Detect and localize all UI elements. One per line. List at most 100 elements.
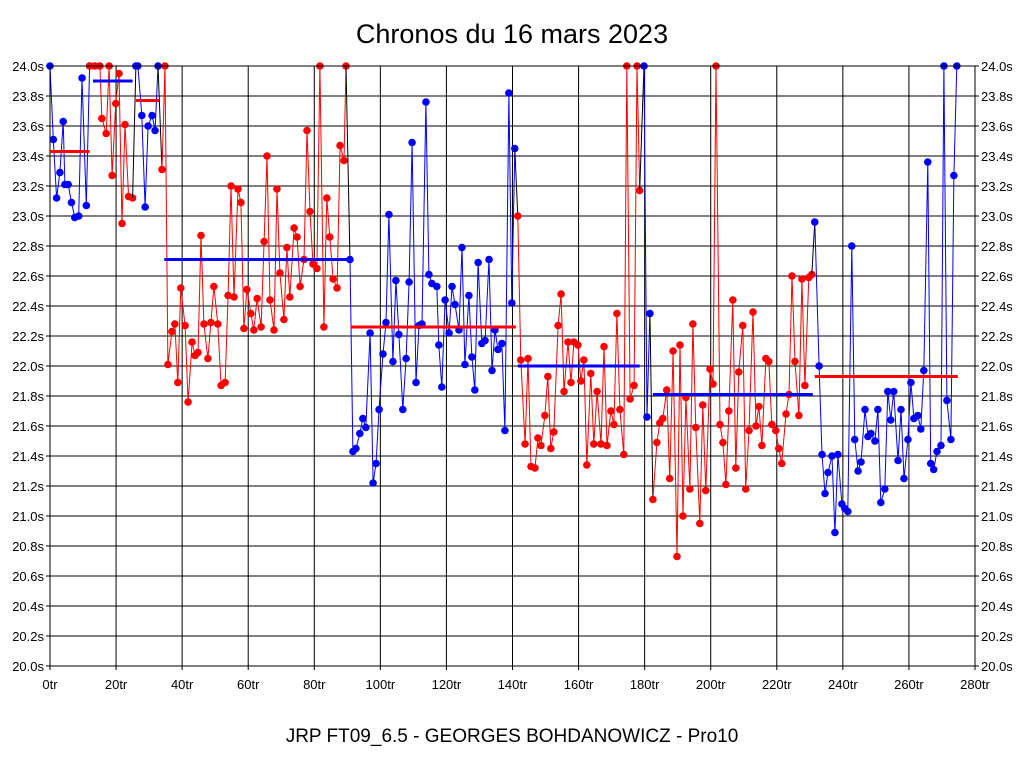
lap-point — [468, 353, 476, 361]
lap-point — [141, 203, 149, 211]
lap-point — [597, 440, 605, 448]
x-tick-label: 280tr — [960, 677, 990, 692]
lap-point — [861, 405, 869, 414]
y-tick-label-right: 20.0s — [981, 659, 1013, 674]
y-tick-label-left: 23.4s — [12, 149, 44, 164]
lap-point — [729, 296, 737, 304]
lap-point — [247, 309, 255, 318]
lap-point — [834, 450, 842, 459]
lap-point — [270, 326, 278, 334]
lap-point — [240, 324, 248, 333]
lap-point — [676, 341, 684, 349]
lap-point — [276, 269, 284, 277]
lap-point — [630, 381, 638, 390]
series-group — [46, 62, 961, 561]
lap-point — [919, 366, 928, 375]
lap-point — [224, 291, 232, 300]
lap-point — [52, 194, 61, 202]
series-relais-3 — [132, 62, 162, 211]
lap-point — [923, 158, 932, 166]
lap-point — [67, 198, 76, 207]
lap-point — [293, 233, 301, 241]
lap-point — [734, 368, 743, 376]
lap-point — [257, 323, 265, 331]
lap-point — [253, 294, 261, 303]
lap-point — [755, 402, 763, 411]
lap-point — [679, 512, 687, 520]
lap-point — [369, 479, 377, 487]
lap-point — [947, 435, 955, 444]
lap-point — [227, 182, 235, 190]
lap-point — [356, 429, 364, 438]
chart-footer: JRP FT09_6.5 - GEORGES BOHDANOWICZ - Pro… — [286, 726, 739, 747]
lap-point — [395, 330, 403, 339]
lap-point — [788, 272, 796, 280]
lap-point — [405, 278, 413, 286]
lap-point — [280, 315, 288, 324]
lap-point — [900, 474, 908, 483]
series-relais-2 — [86, 62, 137, 228]
lap-point — [448, 282, 456, 291]
lap-point — [544, 372, 552, 381]
lap-point — [290, 224, 298, 232]
lap-point — [138, 111, 146, 120]
lap-point — [177, 284, 185, 292]
lap-point — [659, 414, 667, 423]
lap-point — [824, 468, 832, 477]
lap-point — [78, 74, 86, 82]
lap-point — [494, 345, 502, 354]
lap-point — [534, 434, 542, 442]
lap-point — [260, 237, 268, 246]
lap-point — [613, 309, 621, 318]
lap-point — [283, 243, 291, 252]
y-tick-label-right: 20.6s — [981, 569, 1013, 584]
y-tick-label-left: 22.0s — [12, 359, 44, 374]
lap-point — [164, 360, 172, 369]
lap-point — [821, 489, 829, 498]
lap-point — [144, 122, 152, 130]
lap-point — [774, 444, 783, 453]
lap-point — [745, 426, 753, 435]
lap-point — [111, 99, 120, 108]
series-relais-8 — [649, 62, 816, 561]
lap-point — [121, 120, 129, 129]
y-tick-label-right: 21.2s — [981, 479, 1013, 494]
y-tick-label-right: 22.0s — [981, 359, 1013, 374]
tick-labels: 0tr 20tr 40tr 60tr 80tr 100tr 120tr 140tr 160tr 1… — [12, 59, 1013, 692]
x-tick-label: 80tr — [303, 677, 326, 692]
lap-point — [871, 437, 879, 445]
y-tick-label-right: 20.8s — [981, 539, 1013, 554]
y-tick-label-right: 23.0s — [981, 209, 1013, 224]
lap-point — [709, 380, 717, 388]
lap-point — [465, 291, 473, 300]
lap-point — [706, 365, 714, 373]
lap-point — [698, 401, 707, 409]
lap-point — [221, 378, 229, 387]
lap-point — [501, 426, 509, 435]
lap-point — [49, 135, 58, 144]
lap-point — [306, 207, 314, 216]
lap-point — [665, 474, 674, 483]
lap-point — [230, 293, 238, 301]
lap-point — [521, 440, 529, 448]
y-tick-label-left: 20.0s — [12, 659, 44, 674]
lap-point — [435, 341, 443, 349]
x-tick-label: 0tr — [42, 677, 58, 692]
x-tick-label: 240tr — [828, 677, 858, 692]
lap-point — [359, 414, 367, 423]
lap-point — [352, 444, 360, 453]
lap-point — [583, 461, 591, 469]
y-tick-label-right: 24.0s — [981, 59, 1013, 74]
relay-connector — [132, 65, 137, 199]
lap-point — [560, 387, 568, 396]
lap-point — [719, 438, 727, 447]
lap-point — [481, 336, 489, 345]
y-tick-label-left: 22.4s — [12, 299, 44, 314]
lap-point — [771, 426, 780, 435]
x-tick-label: 260tr — [894, 677, 924, 692]
y-tick-label-right: 22.2s — [981, 329, 1013, 344]
lap-point — [108, 171, 116, 180]
lap-point — [752, 422, 760, 430]
y-tick-label-right: 20.2s — [981, 629, 1013, 644]
